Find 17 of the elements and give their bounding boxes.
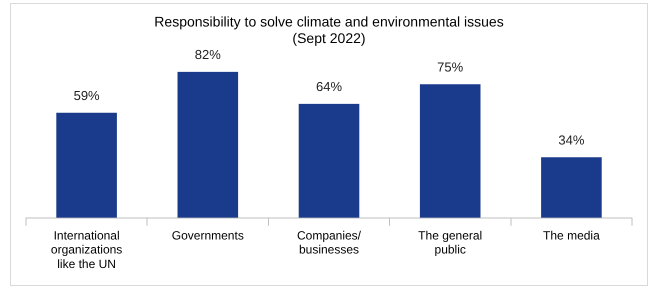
x-tick-label: The media: [543, 228, 600, 242]
chart-title: Responsibility to solve climate and environmental issues: [154, 13, 504, 30]
bar: [420, 84, 480, 218]
x-tick-label: Companies/ businesses: [296, 228, 362, 257]
chart-subtitle: (Sept 2022): [292, 30, 366, 46]
bar: [541, 157, 602, 218]
bar: [178, 72, 238, 218]
x-tick-label: The general public: [418, 228, 482, 257]
data-label: 75%: [437, 59, 464, 74]
x-tick-label: Governments: [172, 228, 244, 242]
data-label: 34%: [558, 132, 585, 148]
x-tick-label: International organizations like the UN: [50, 228, 122, 272]
data-label: 59%: [74, 88, 100, 103]
data-label: 64%: [316, 78, 342, 94]
bar: [298, 104, 360, 218]
data-label: 82%: [194, 46, 222, 62]
bar: [56, 112, 117, 218]
